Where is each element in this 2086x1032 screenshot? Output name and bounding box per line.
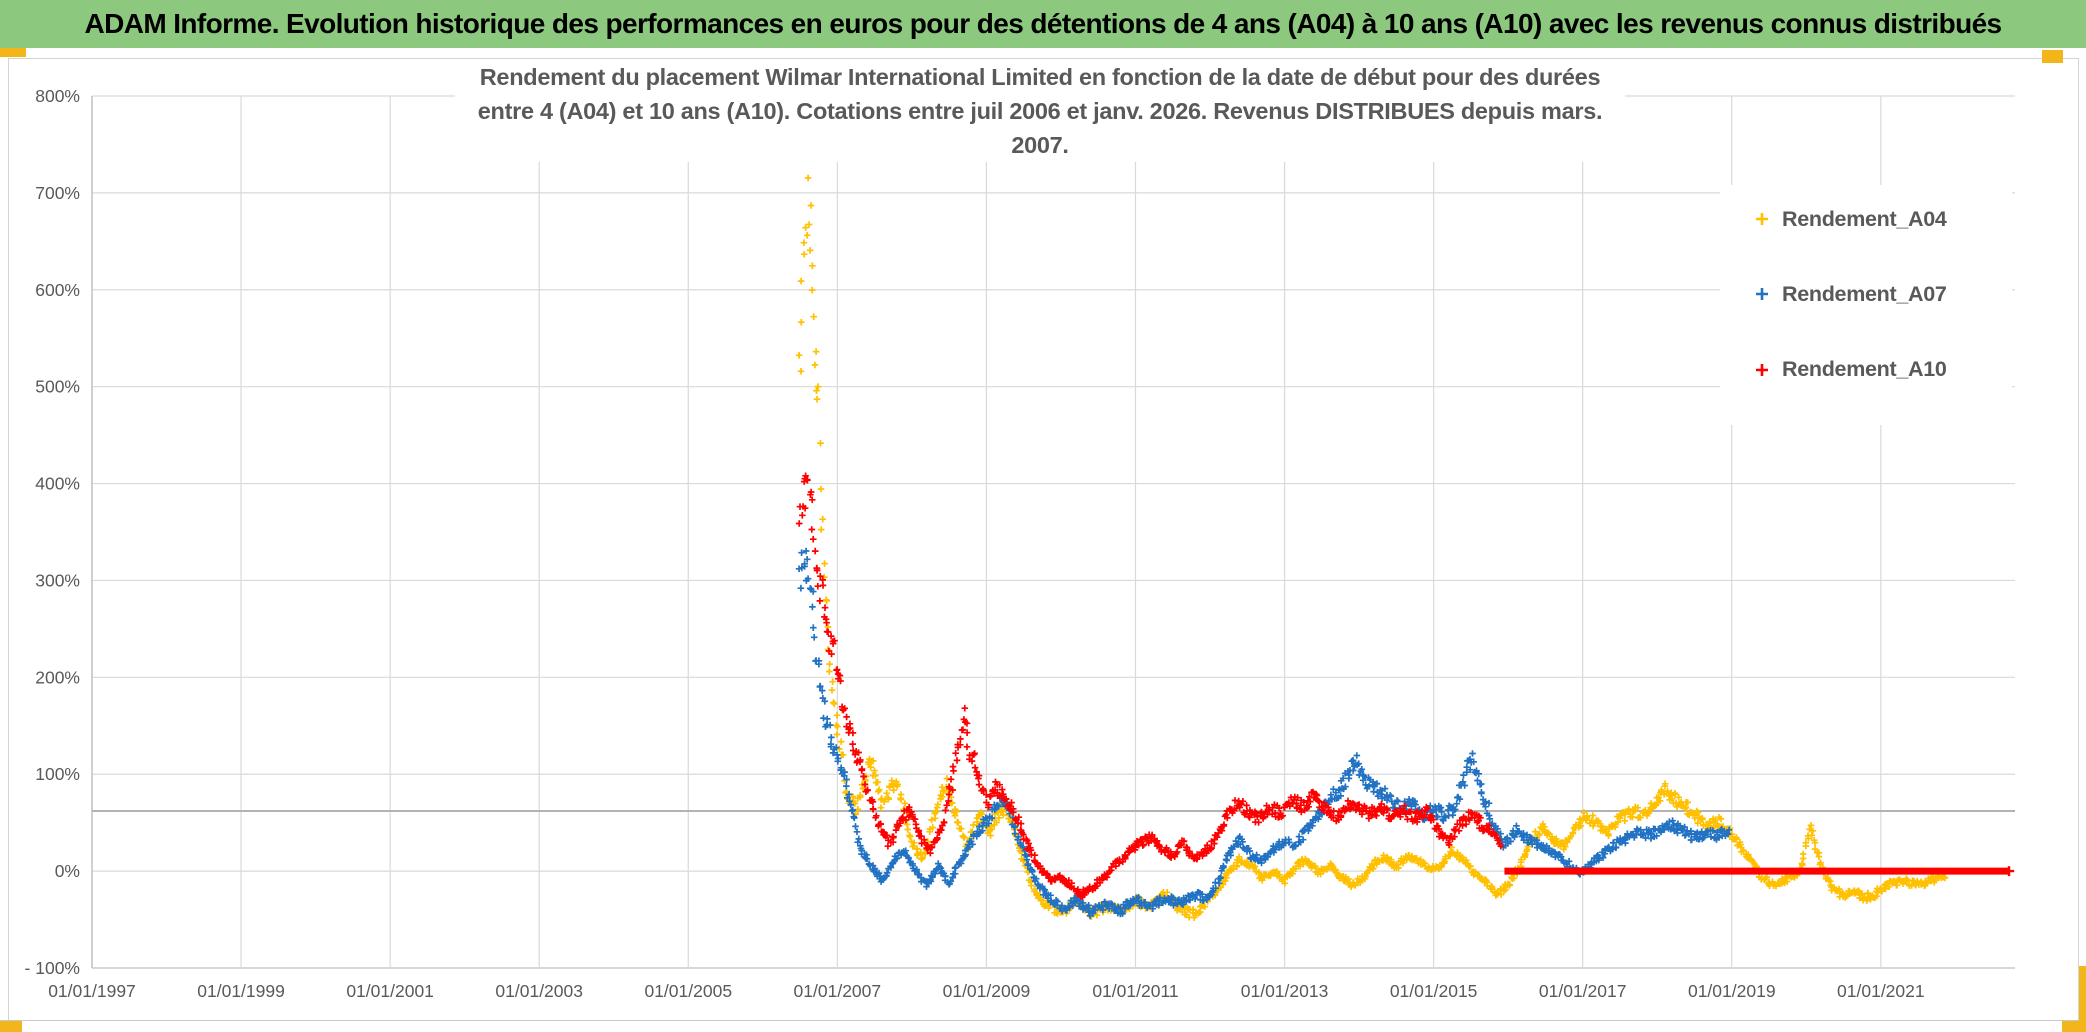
chart-title-line2: entre 4 (A04) et 10 ans (A10). Cotations… <box>477 98 1603 158</box>
legend-item-Rendement_A10: Rendement_A10 <box>1720 350 2012 390</box>
selection-accent <box>2042 50 2063 63</box>
chart-title-line1: Rendement du placement Wilmar Internatio… <box>479 64 1601 90</box>
selection-accent <box>0 48 26 57</box>
banner-title: ADAM Informe. Evolution historique des p… <box>84 8 2002 39</box>
legend-item-Rendement_A04: Rendement_A04 <box>1720 199 2012 239</box>
legend-item-Rendement_A07: Rendement_A07 <box>1720 274 2012 314</box>
y-tick-label: 300% <box>35 570 80 590</box>
selection-accent <box>0 1021 22 1032</box>
legend: Rendement_A04 Rendement_A07 Rendement_A10 <box>1720 185 2012 425</box>
chart-title: Rendement du placement Wilmar Internatio… <box>455 60 1625 162</box>
x-tick-label: 01/01/2009 <box>943 981 1031 1001</box>
x-tick-label: 01/01/1997 <box>48 981 136 1001</box>
x-tick-label: 01/01/1999 <box>197 981 285 1001</box>
selection-accent <box>2062 1021 2086 1032</box>
series-Rendement_A10 <box>795 472 1505 901</box>
y-tick-label: - 100% <box>25 958 80 978</box>
plus-marker-icon <box>1756 363 1768 376</box>
selection-accent <box>2079 966 2086 1032</box>
legend-label: Rendement_A07 <box>1782 281 1947 306</box>
x-tick-label: 01/01/2005 <box>644 981 732 1001</box>
y-tick-label: 500% <box>35 377 80 397</box>
y-tick-label: 600% <box>35 280 80 300</box>
legend-label: Rendement_A10 <box>1782 357 1947 382</box>
plus-marker-icon <box>1756 288 1768 301</box>
y-tick-label: 200% <box>35 667 80 687</box>
y-tick-label: 400% <box>35 474 80 494</box>
a10-zero-line-end-marker <box>2004 866 2015 877</box>
y-tick-label: 100% <box>35 764 80 784</box>
x-tick-label: 01/01/2017 <box>1539 981 1627 1001</box>
series-Rendement_A07 <box>795 547 1733 920</box>
x-tick-label: 01/01/2019 <box>1688 981 1776 1001</box>
x-tick-label: 01/01/2011 <box>1092 981 1178 1001</box>
x-tick-label: 01/01/2003 <box>495 981 583 1001</box>
bottom-separator <box>0 1020 2086 1021</box>
banner: ADAM Informe. Evolution historique des p… <box>0 0 2086 48</box>
x-tick-label: 01/01/2013 <box>1241 981 1329 1001</box>
x-tick-label: 01/01/2007 <box>794 981 882 1001</box>
plus-marker-icon <box>1756 213 1768 226</box>
y-tick-label: 700% <box>35 183 80 203</box>
x-tick-label: 01/01/2021 <box>1837 981 1925 1001</box>
y-tick-label: 800% <box>35 86 80 106</box>
y-tick-label: 0% <box>55 861 80 881</box>
x-tick-label: 01/01/2001 <box>346 981 434 1001</box>
x-tick-label: 01/01/2015 <box>1390 981 1478 1001</box>
legend-label: Rendement_A04 <box>1782 206 1947 231</box>
